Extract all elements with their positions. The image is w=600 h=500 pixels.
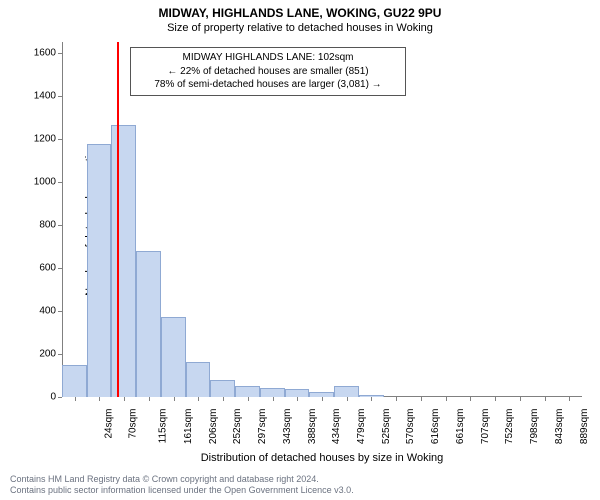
x-tick-label: 115sqm xyxy=(157,409,168,444)
x-tick-mark xyxy=(470,397,471,401)
x-tick-mark xyxy=(223,397,224,401)
x-tick-mark xyxy=(569,397,570,401)
histogram-bar xyxy=(62,365,87,397)
x-tick-mark xyxy=(421,397,422,401)
histogram-bar xyxy=(136,251,161,397)
histogram-bar xyxy=(111,125,136,397)
x-tick-mark xyxy=(396,397,397,401)
x-tick-label: 388sqm xyxy=(307,409,318,445)
histogram-bar xyxy=(87,144,112,397)
x-tick-mark xyxy=(495,397,496,401)
x-tick-mark xyxy=(198,397,199,401)
attribution-footer: Contains HM Land Registry data © Crown c… xyxy=(10,474,590,497)
footer-line-1: Contains HM Land Registry data © Crown c… xyxy=(10,474,590,485)
annotation-line-3: 78% of semi-detached houses are larger (… xyxy=(137,78,399,92)
x-tick-mark xyxy=(124,397,125,401)
histogram-bar xyxy=(285,389,310,397)
figure: MIDWAY, HIGHLANDS LANE, WOKING, GU22 9PU… xyxy=(0,0,600,500)
x-tick-mark xyxy=(446,397,447,401)
plot-area: Number of detached properties 0200400600… xyxy=(62,42,582,397)
x-tick-mark xyxy=(347,397,348,401)
y-tick-label: 600 xyxy=(39,262,56,273)
x-tick-label: 843sqm xyxy=(554,409,565,445)
x-tick-label: 798sqm xyxy=(529,409,540,445)
x-tick-mark xyxy=(322,397,323,401)
y-tick-label: 800 xyxy=(39,219,56,230)
annotation-line-2: ← 22% of detached houses are smaller (85… xyxy=(137,65,399,79)
y-tick-label: 200 xyxy=(39,348,56,359)
x-tick-label: 161sqm xyxy=(183,409,194,445)
y-tick-mark xyxy=(58,397,62,398)
histogram-bar xyxy=(235,386,260,397)
x-tick-label: 479sqm xyxy=(356,409,367,445)
x-tick-label: 889sqm xyxy=(579,409,590,445)
x-tick-label: 752sqm xyxy=(505,409,516,445)
x-tick-mark xyxy=(174,397,175,401)
x-tick-label: 297sqm xyxy=(257,409,268,445)
x-tick-mark xyxy=(75,397,76,401)
y-tick-label: 1400 xyxy=(34,90,56,101)
x-tick-label: 525sqm xyxy=(381,409,392,445)
x-tick-mark xyxy=(520,397,521,401)
histogram-bar xyxy=(186,362,211,397)
y-tick-label: 1000 xyxy=(34,176,56,187)
footer-line-2: Contains public sector information licen… xyxy=(10,485,590,496)
annotation-box: MIDWAY HIGHLANDS LANE: 102sqm ← 22% of d… xyxy=(130,47,406,96)
histogram-bar xyxy=(210,380,235,397)
x-tick-label: 70sqm xyxy=(128,409,139,439)
chart-subtitle: Size of property relative to detached ho… xyxy=(0,22,600,34)
x-tick-mark xyxy=(248,397,249,401)
histogram-bar xyxy=(161,317,186,397)
x-tick-label: 24sqm xyxy=(103,409,114,439)
x-tick-label: 252sqm xyxy=(232,409,243,445)
x-tick-mark xyxy=(149,397,150,401)
x-tick-mark xyxy=(273,397,274,401)
y-tick-label: 1600 xyxy=(34,47,56,58)
y-tick-label: 1200 xyxy=(34,133,56,144)
x-tick-label: 661sqm xyxy=(455,409,466,445)
x-tick-mark xyxy=(545,397,546,401)
x-tick-label: 343sqm xyxy=(282,409,293,445)
histogram-bar xyxy=(260,388,285,397)
chart-title: MIDWAY, HIGHLANDS LANE, WOKING, GU22 9PU xyxy=(0,6,600,20)
histogram-bar xyxy=(334,386,359,397)
x-tick-label: 707sqm xyxy=(480,409,491,445)
x-tick-mark xyxy=(371,397,372,401)
annotation-line-1: MIDWAY HIGHLANDS LANE: 102sqm xyxy=(137,51,399,65)
property-marker-line xyxy=(117,42,119,397)
y-tick-label: 400 xyxy=(39,305,56,316)
x-tick-label: 434sqm xyxy=(331,409,342,445)
x-tick-mark xyxy=(99,397,100,401)
x-tick-label: 616sqm xyxy=(430,409,441,445)
y-tick-label: 0 xyxy=(50,392,56,403)
x-tick-mark xyxy=(297,397,298,401)
x-axis-label: Distribution of detached houses by size … xyxy=(62,452,582,464)
x-tick-label: 206sqm xyxy=(208,409,219,445)
x-tick-label: 570sqm xyxy=(406,409,417,445)
